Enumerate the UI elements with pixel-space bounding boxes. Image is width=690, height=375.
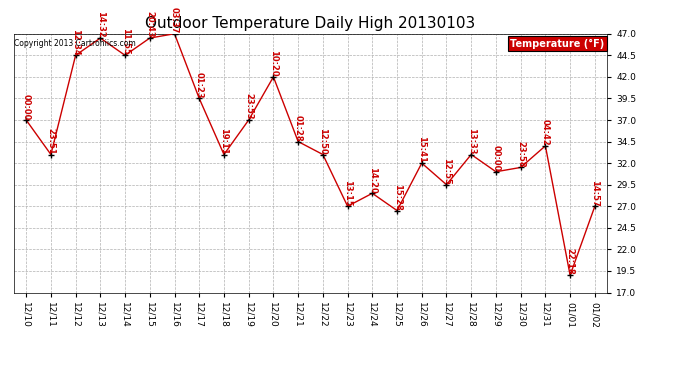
Text: 14:20: 14:20: [368, 166, 377, 194]
Text: 20:43: 20:43: [146, 12, 155, 38]
Text: 01:28: 01:28: [294, 115, 303, 142]
Title: Outdoor Temperature Daily High 20130103: Outdoor Temperature Daily High 20130103: [146, 16, 475, 31]
Text: 12:55: 12:55: [442, 158, 451, 185]
Text: 14:57: 14:57: [591, 180, 600, 206]
Text: 10:20: 10:20: [269, 50, 278, 77]
Text: 11:55: 11:55: [121, 28, 130, 56]
Text: 15:28: 15:28: [393, 184, 402, 211]
Text: 19:11: 19:11: [219, 128, 228, 154]
Text: 12:50: 12:50: [318, 128, 327, 154]
Text: 23:53: 23:53: [244, 93, 253, 120]
Text: 13:15: 13:15: [343, 180, 352, 206]
Text: 04:42: 04:42: [541, 119, 550, 146]
Text: Copyright 2013 Cartroniics.com: Copyright 2013 Cartroniics.com: [14, 39, 136, 48]
Text: 03:37: 03:37: [170, 8, 179, 34]
Text: 23:58: 23:58: [516, 141, 525, 167]
Text: 15:41: 15:41: [417, 136, 426, 163]
Text: 22:18: 22:18: [566, 249, 575, 275]
Text: 12:34: 12:34: [71, 28, 80, 56]
Text: 23:51: 23:51: [46, 128, 55, 154]
Text: 00:00: 00:00: [21, 94, 30, 120]
Text: 01:23: 01:23: [195, 72, 204, 99]
Text: 13:33: 13:33: [466, 128, 475, 154]
Text: Temperature (°F): Temperature (°F): [510, 39, 604, 49]
Text: 14:32: 14:32: [96, 11, 105, 38]
Text: 00:00: 00:00: [491, 146, 500, 172]
